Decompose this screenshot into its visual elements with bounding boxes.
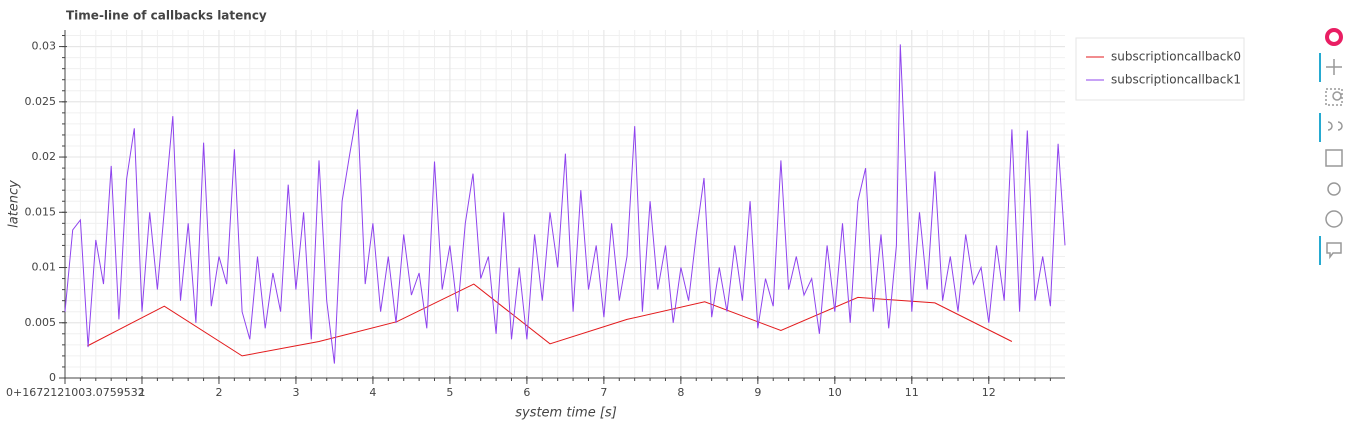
y-tick-label: 0.02	[32, 150, 57, 163]
reset-tool[interactable]	[1327, 182, 1341, 196]
legend	[1075, 37, 1245, 101]
series-line	[87, 283, 1013, 357]
chart-title: Time-line of callbacks latency	[66, 9, 267, 23]
y-tick-label: 0.015	[25, 205, 57, 218]
save-tool[interactable]	[1325, 149, 1343, 167]
x-tick-label: 3	[292, 386, 299, 399]
x-tick-label: 9	[754, 386, 761, 399]
x-axis-label: system time [s]	[515, 406, 617, 421]
wheel-zoom-tool[interactable]	[1327, 121, 1343, 131]
x-tick-label: 5	[446, 386, 453, 399]
x-tick-label: 8	[677, 386, 684, 399]
legend-label: subscriptioncallback0	[1111, 50, 1241, 64]
x-tick-label: 10	[828, 386, 842, 399]
toolbar	[1319, 28, 1343, 265]
y-tick-label: 0.005	[25, 316, 57, 329]
y-tick-label: 0.01	[32, 261, 57, 274]
bokeh-logo[interactable]	[1325, 28, 1343, 46]
box-zoom-lens	[1332, 91, 1342, 101]
series-line	[64, 44, 1066, 364]
x-tick-label: 12	[982, 386, 996, 399]
legend-label: subscriptioncallback1	[1111, 73, 1241, 87]
pan-tool[interactable]	[1326, 59, 1342, 75]
x-tick-label: 11	[905, 386, 919, 399]
x-tick-label: 4	[369, 386, 376, 399]
y-tick-label: 0	[49, 371, 56, 384]
y-axis-label: latency	[7, 180, 22, 228]
x-tick-label: 0+1672121003.0759532	[6, 386, 145, 399]
x-tick-label: 6	[523, 386, 530, 399]
legend-entries: subscriptioncallback0 subscriptioncallbac…	[1086, 50, 1241, 87]
x-tick-label: 7	[600, 386, 607, 399]
hover-tool[interactable]	[1326, 242, 1342, 260]
x-tick-label: 2	[215, 386, 222, 399]
help-tool[interactable]	[1325, 210, 1343, 228]
y-tick-label: 0.03	[32, 40, 57, 53]
y-tick-label: 0.025	[25, 95, 57, 108]
x-tick-label: 1	[138, 386, 145, 399]
box-zoom-tool[interactable]	[1325, 88, 1343, 106]
plot-area	[64, 44, 1066, 364]
